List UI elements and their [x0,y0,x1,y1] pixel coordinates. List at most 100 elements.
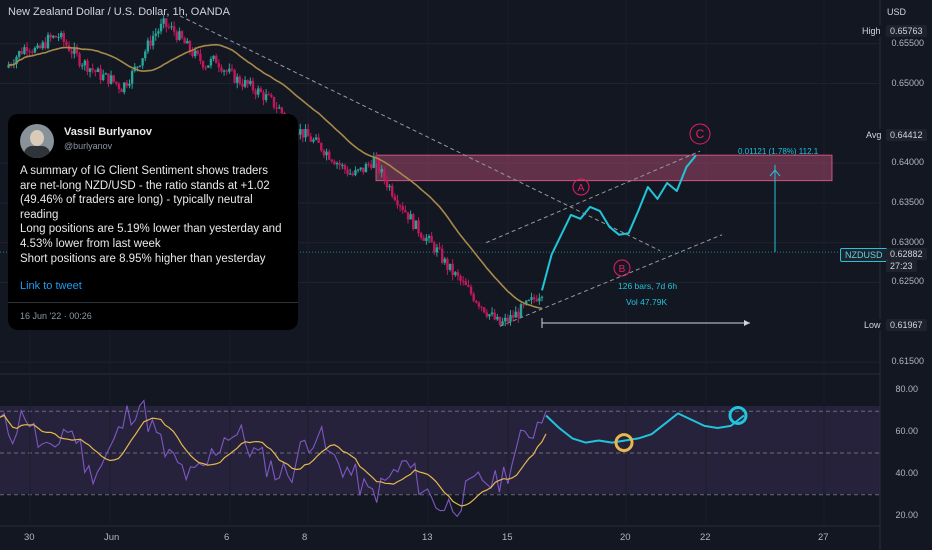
candle-body [356,169,360,171]
rsi-ma-line [0,414,547,507]
candle-body [440,248,444,263]
candle-body [15,56,18,65]
candle-body [532,297,536,300]
candle-body [348,173,352,175]
rsi-band [0,406,880,494]
candle-body [377,158,381,173]
tweet-card[interactable]: Vassil Burlyanov @burlyanov A summary of… [8,114,298,330]
candle-body [451,263,454,275]
candle-body [404,210,407,213]
candle-body [31,51,34,53]
candle-body [78,53,81,66]
candle-body [314,137,318,140]
candle-body [23,47,26,54]
candle-body [44,42,47,49]
candle-body [57,36,60,38]
rsi-marker-cyan [728,405,748,425]
candle-body [485,312,489,317]
date-tick-label: 20 [620,532,631,543]
candle-body [20,51,23,54]
date-tick-label: 27 [818,532,829,543]
price-tick-label: 0.65500 [891,37,924,48]
candle-body [327,151,331,160]
avatar[interactable] [20,124,54,158]
candle-body [427,235,431,238]
channel-line-top [485,150,701,244]
candle-body [246,80,249,85]
wave-label: C [696,127,705,141]
candle-body [183,38,186,44]
candle-body [146,40,150,52]
candle-body [380,168,383,173]
candle-body [362,167,365,173]
candle-body [80,65,84,67]
candle-body [525,300,528,305]
date-tick-label: 13 [422,532,433,543]
candle-body [109,75,113,84]
candle-body [25,47,29,52]
wave-label: B [619,264,626,275]
candle-body [417,220,420,234]
candle-body [538,297,541,302]
candle-body [62,32,66,42]
avg-tag-value: 0.64412 [886,129,927,141]
countdown-tag: 27:23 [886,260,917,272]
symbol-tag: NZDUSD [840,248,888,262]
candle-body [186,40,189,44]
candle-body [73,47,76,54]
date-tick-label: 22 [700,532,711,543]
candle-body [86,60,89,72]
tweet-link[interactable]: Link to tweet [20,280,82,292]
candle-body [238,76,242,84]
rsi-tick-label: 40.00 [895,467,918,478]
projection-group [541,154,697,291]
candle-body [83,60,87,66]
candle-body [367,164,370,166]
trendlines-group [0,15,880,328]
candle-body [136,66,139,68]
candle-body [257,88,260,95]
candle-body [154,33,157,36]
rsi-marker-yellow [614,433,634,453]
candle-body [469,286,473,294]
candle-body [36,45,39,48]
candle-body [270,94,273,97]
candle-body [117,83,121,89]
candle-body [472,293,475,301]
candle-body [482,307,486,313]
candle-body [243,80,247,87]
candle-body [322,150,326,156]
measure-label: 0.01121 (1.78%) 112.1 [738,147,819,156]
price-tick-label: 0.63500 [891,196,924,207]
candle-body [191,51,194,57]
candle-body [38,45,42,49]
candle-body [393,196,397,201]
date-tick-label: 6 [224,532,230,543]
candle-body [425,237,428,241]
candle-body [144,51,147,59]
candle-body [438,247,441,249]
candle-body [446,258,449,270]
candle-body [225,70,228,72]
candle-body [343,164,347,170]
candle-body [193,50,197,57]
candle-body [372,156,376,168]
candle-body [280,107,284,114]
candle-body [249,80,252,85]
tweet-author-name[interactable]: Vassil Burlyanov [64,126,153,138]
candle-body [335,163,339,165]
rsi-group [0,399,748,518]
rsi-line [0,399,547,518]
candle-body [414,220,418,229]
candle-body [501,321,504,325]
candle-body [333,161,336,165]
date-tick-label: 15 [502,532,513,543]
rsi-tick-label: 80.00 [895,384,918,395]
tweet-author-handle[interactable]: @burlyanov [64,141,113,151]
date-tick-label: Jun [104,532,120,543]
candle-body [17,51,21,57]
candle-body [391,185,394,197]
candle-body [159,23,163,32]
candle-body [519,304,523,318]
candle-body [383,168,386,181]
